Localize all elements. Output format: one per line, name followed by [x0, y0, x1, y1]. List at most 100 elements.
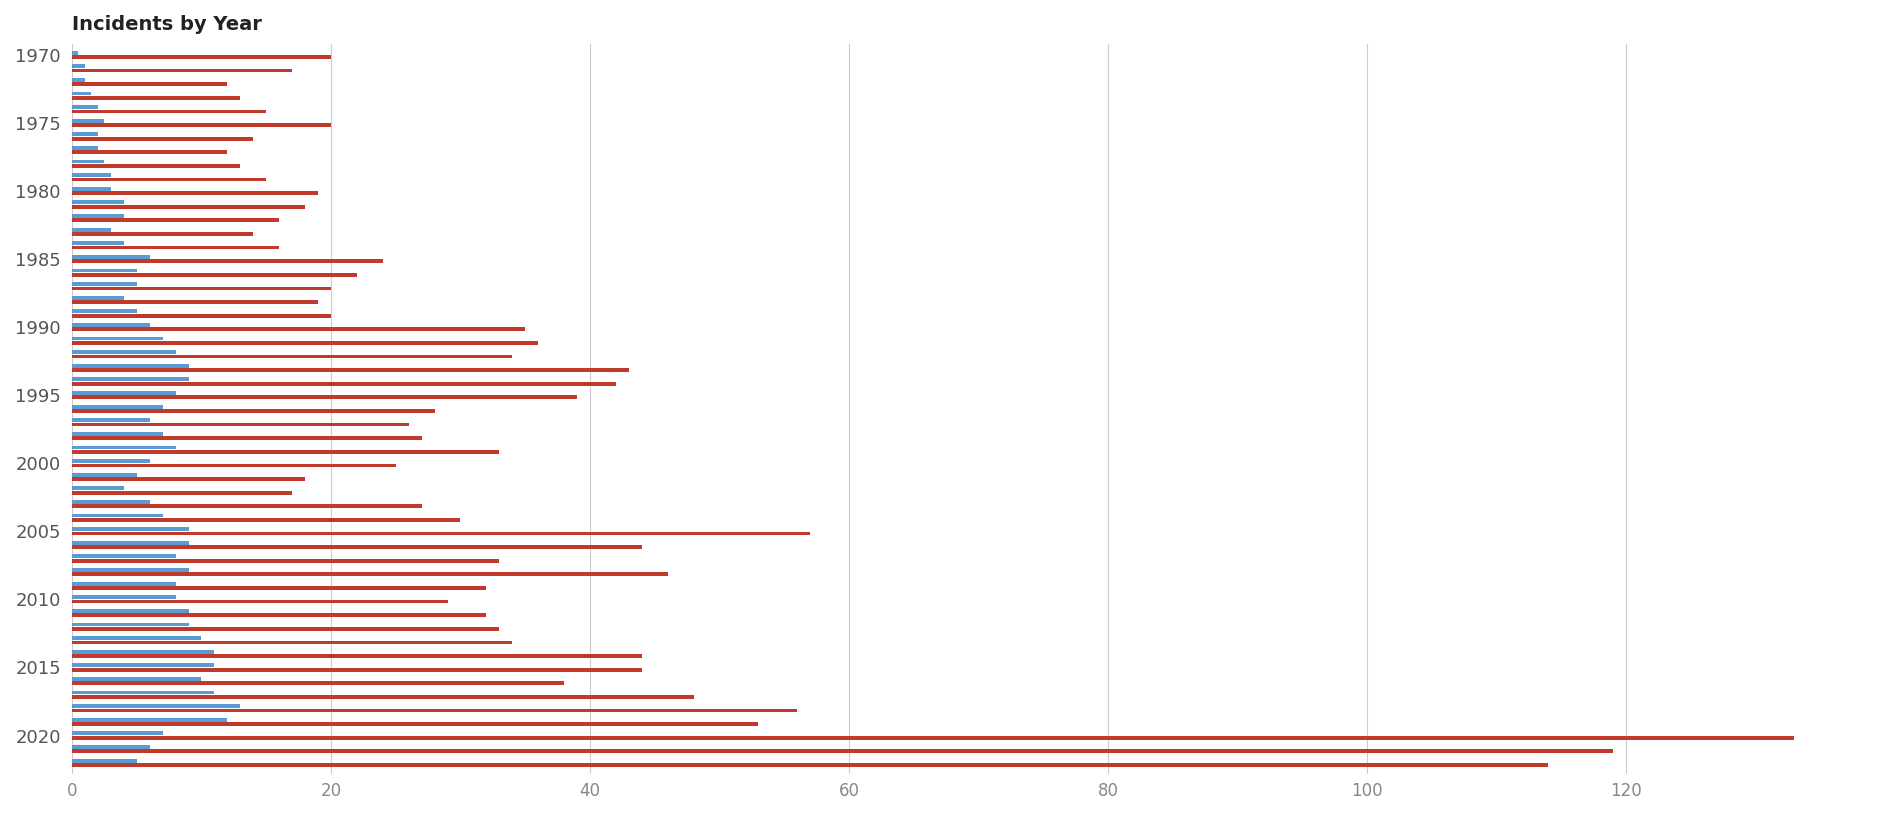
Bar: [72, 68, 293, 73]
Bar: [72, 745, 150, 749]
Bar: [72, 513, 163, 518]
Bar: [72, 595, 175, 599]
Bar: [72, 759, 137, 763]
Bar: [72, 667, 642, 672]
Bar: [72, 650, 215, 654]
Bar: [72, 554, 175, 558]
Bar: [72, 572, 667, 576]
Bar: [72, 51, 78, 55]
Bar: [72, 132, 99, 136]
Bar: [72, 432, 163, 436]
Bar: [72, 363, 188, 368]
Bar: [72, 282, 137, 286]
Bar: [72, 255, 150, 258]
Bar: [72, 586, 486, 590]
Bar: [72, 446, 175, 449]
Bar: [72, 473, 137, 477]
Bar: [72, 96, 239, 99]
Bar: [72, 137, 253, 140]
Bar: [72, 545, 642, 549]
Bar: [72, 731, 163, 735]
Bar: [72, 695, 694, 698]
Bar: [72, 708, 798, 712]
Text: Incidents by Year: Incidents by Year: [72, 15, 262, 34]
Bar: [72, 627, 500, 631]
Bar: [72, 763, 1548, 767]
Bar: [72, 64, 86, 68]
Bar: [72, 300, 317, 304]
Bar: [72, 377, 188, 381]
Bar: [72, 174, 110, 177]
Bar: [72, 722, 758, 726]
Bar: [72, 268, 137, 272]
Bar: [72, 341, 538, 345]
Bar: [72, 531, 809, 535]
Bar: [72, 718, 228, 721]
Bar: [72, 123, 331, 127]
Bar: [72, 355, 513, 359]
Bar: [72, 259, 382, 263]
Bar: [72, 641, 513, 645]
Bar: [72, 205, 306, 209]
Bar: [72, 227, 110, 231]
Bar: [72, 314, 331, 318]
Bar: [72, 119, 104, 122]
Bar: [72, 82, 228, 86]
Bar: [72, 464, 395, 467]
Bar: [72, 160, 104, 164]
Bar: [72, 287, 331, 290]
Bar: [72, 609, 188, 613]
Bar: [72, 310, 137, 313]
Bar: [72, 690, 215, 694]
Bar: [72, 381, 616, 385]
Bar: [72, 654, 642, 658]
Bar: [72, 164, 239, 168]
Bar: [72, 192, 317, 195]
Bar: [72, 477, 306, 481]
Bar: [72, 273, 357, 277]
Bar: [72, 146, 99, 150]
Bar: [72, 436, 422, 440]
Bar: [72, 450, 500, 454]
Bar: [72, 704, 239, 708]
Bar: [72, 218, 279, 222]
Bar: [72, 409, 435, 413]
Bar: [72, 214, 124, 218]
Bar: [72, 78, 86, 82]
Bar: [72, 105, 99, 109]
Bar: [72, 200, 124, 205]
Bar: [72, 328, 524, 331]
Bar: [72, 600, 448, 603]
Bar: [72, 368, 629, 372]
Bar: [72, 459, 150, 463]
Bar: [72, 91, 91, 95]
Bar: [72, 350, 175, 354]
Bar: [72, 418, 150, 422]
Bar: [72, 736, 1794, 740]
Bar: [72, 750, 1613, 753]
Bar: [72, 150, 228, 154]
Bar: [72, 178, 266, 182]
Bar: [72, 55, 331, 59]
Bar: [72, 296, 124, 300]
Bar: [72, 582, 175, 585]
Bar: [72, 559, 500, 562]
Bar: [72, 187, 110, 191]
Bar: [72, 423, 408, 426]
Bar: [72, 395, 578, 399]
Bar: [72, 405, 163, 408]
Bar: [72, 681, 564, 685]
Bar: [72, 541, 188, 544]
Bar: [72, 232, 253, 236]
Bar: [72, 527, 188, 531]
Bar: [72, 323, 150, 327]
Bar: [72, 241, 124, 245]
Bar: [72, 487, 124, 490]
Bar: [72, 109, 266, 113]
Bar: [72, 518, 460, 522]
Bar: [72, 613, 486, 617]
Bar: [72, 663, 215, 667]
Bar: [72, 245, 279, 249]
Bar: [72, 500, 150, 504]
Bar: [72, 504, 422, 509]
